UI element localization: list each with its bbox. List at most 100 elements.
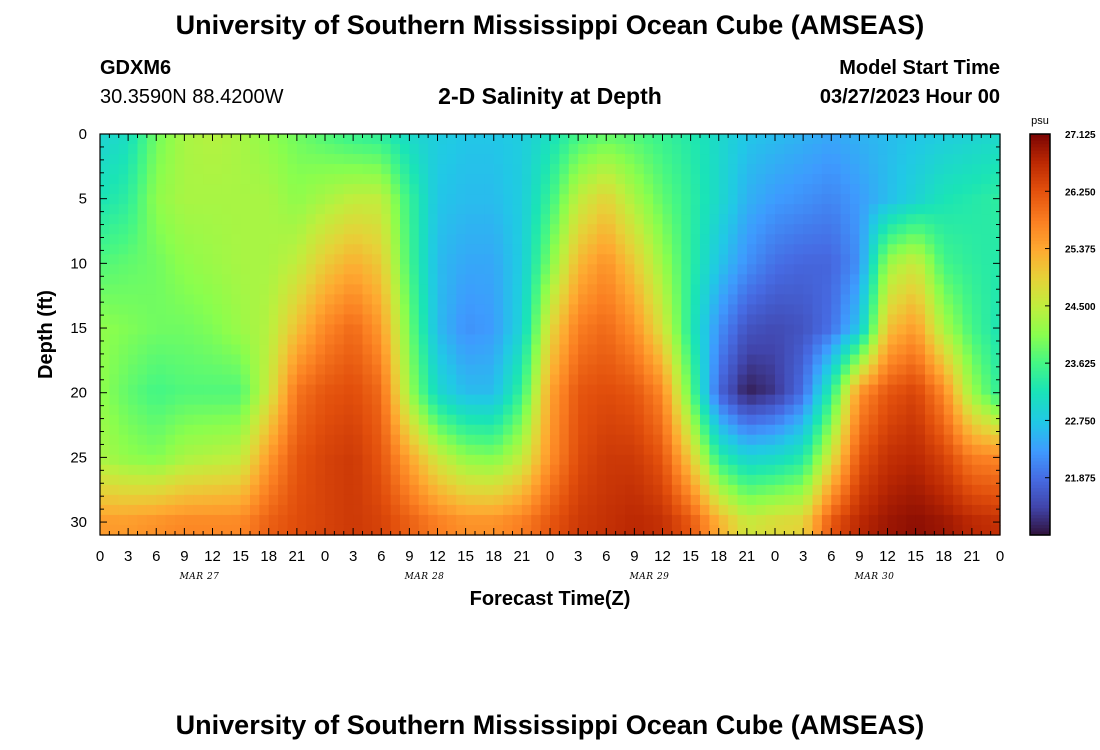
heatmap-cell xyxy=(278,264,289,275)
heatmap-cell xyxy=(400,314,410,326)
heatmap-cell xyxy=(671,234,682,245)
heatmap-cell xyxy=(100,304,110,316)
heatmap-cell xyxy=(840,314,851,326)
heatmap-cell xyxy=(831,294,842,306)
heatmap-cell xyxy=(156,154,167,165)
heatmap-cell xyxy=(550,514,560,526)
heatmap-cell xyxy=(943,324,954,336)
heatmap-cell xyxy=(943,454,954,466)
heatmap-cell xyxy=(671,304,682,316)
colorbar-cell xyxy=(1030,287,1050,292)
heatmap-cell xyxy=(156,424,167,436)
heatmap-cell xyxy=(446,454,457,466)
heatmap-cell xyxy=(925,354,935,366)
colorbar-cell xyxy=(1030,531,1050,536)
heatmap-cell xyxy=(100,504,110,516)
heatmap-cell xyxy=(381,474,392,486)
heatmap-cell xyxy=(315,234,326,245)
heatmap-cell xyxy=(446,404,457,416)
heatmap-cell xyxy=(681,274,692,285)
heatmap-cell xyxy=(484,474,495,486)
heatmap-cell xyxy=(250,464,260,476)
heatmap-cell xyxy=(240,154,251,165)
heatmap-cell xyxy=(146,274,157,285)
heatmap-cell xyxy=(493,424,504,436)
heatmap-cell xyxy=(287,514,298,526)
heatmap-cell xyxy=(784,314,795,326)
heatmap-cell xyxy=(784,354,795,366)
heatmap-cell xyxy=(962,364,973,376)
heatmap-cell xyxy=(868,424,879,436)
heatmap-cell xyxy=(128,334,139,346)
heatmap-cell xyxy=(484,444,495,456)
heatmap-cell xyxy=(821,414,832,426)
heatmap-cell xyxy=(212,494,223,506)
heatmap-cell xyxy=(428,174,439,185)
heatmap-cell xyxy=(268,474,279,486)
heatmap-cell xyxy=(906,404,917,416)
heatmap-cell xyxy=(756,484,767,496)
heatmap-cell xyxy=(681,484,692,496)
heatmap-cell xyxy=(371,484,382,496)
heatmap-cell xyxy=(343,504,354,516)
heatmap-cell xyxy=(906,274,917,285)
heatmap-cell xyxy=(381,344,392,356)
heatmap-cell xyxy=(559,304,570,316)
heatmap-cell xyxy=(915,484,926,496)
heatmap-cell xyxy=(512,514,523,526)
heatmap-cell xyxy=(184,304,195,316)
heatmap-cell xyxy=(690,134,701,145)
heatmap-cell xyxy=(512,364,523,376)
heatmap-cell xyxy=(606,164,617,175)
heatmap-cell xyxy=(728,274,739,285)
heatmap-cell xyxy=(653,374,664,386)
heatmap-cell xyxy=(859,134,870,145)
heatmap-cell xyxy=(165,214,176,225)
heatmap-cell xyxy=(165,144,176,155)
heatmap-cell xyxy=(756,404,767,416)
heatmap-cell xyxy=(878,494,889,506)
heatmap-cell xyxy=(325,164,335,175)
x-tick-label: 21 xyxy=(289,548,306,565)
heatmap-cell xyxy=(653,364,664,376)
heatmap-cell xyxy=(700,394,710,406)
heatmap-cell xyxy=(925,274,935,285)
heatmap-cell xyxy=(887,504,898,516)
heatmap-cell xyxy=(737,194,748,205)
heatmap-cell xyxy=(953,314,964,326)
heatmap-cell xyxy=(915,234,926,245)
heatmap-cell xyxy=(475,494,485,506)
heatmap-cell xyxy=(625,514,635,526)
heatmap-cell xyxy=(193,334,204,346)
heatmap-cell xyxy=(540,214,551,225)
heatmap-cell xyxy=(878,424,889,436)
heatmap-cell xyxy=(746,324,757,336)
heatmap-cell xyxy=(550,414,560,426)
heatmap-cell xyxy=(662,184,673,195)
heatmap-cell xyxy=(381,134,392,145)
heatmap-cell xyxy=(737,184,748,195)
heatmap-cell xyxy=(821,164,832,175)
heatmap-cell xyxy=(643,204,654,215)
heatmap-cell xyxy=(615,484,626,496)
heatmap-cells xyxy=(100,134,1001,536)
heatmap-cell xyxy=(587,334,598,346)
heatmap-cell xyxy=(540,434,551,446)
heatmap-cell xyxy=(165,254,176,265)
heatmap-cell xyxy=(175,504,185,516)
heatmap-cell xyxy=(756,354,767,366)
heatmap-cell xyxy=(137,134,148,145)
colorbar-cell xyxy=(1030,247,1050,252)
heatmap-cell xyxy=(531,314,542,326)
heatmap-cell xyxy=(343,414,354,426)
heatmap-cell xyxy=(662,404,673,416)
heatmap-cell xyxy=(475,234,485,245)
heatmap-cell xyxy=(746,304,757,316)
heatmap-cell xyxy=(812,434,823,446)
heatmap-cell xyxy=(146,254,157,265)
heatmap-cell xyxy=(718,524,729,536)
heatmap-cell xyxy=(296,314,307,326)
heatmap-cell xyxy=(362,334,373,346)
heatmap-cell xyxy=(934,494,945,506)
heatmap-cell xyxy=(371,154,382,165)
